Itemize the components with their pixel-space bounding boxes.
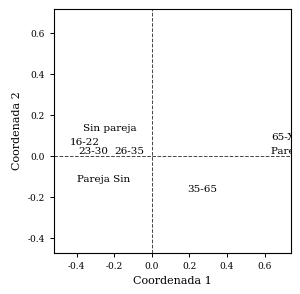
Text: 26-35: 26-35 <box>114 147 144 156</box>
Text: Sin pareja: Sin pareja <box>83 124 137 133</box>
Text: 35-65: 35-65 <box>188 186 218 194</box>
Y-axis label: Coordenada 2: Coordenada 2 <box>12 91 22 170</box>
Text: Pareja Con: Pareja Con <box>271 147 300 156</box>
Text: 23-30: 23-30 <box>79 147 109 156</box>
Text: Pareja Sin: Pareja Sin <box>76 175 130 184</box>
Text: 65-X: 65-X <box>271 133 295 142</box>
Text: 16-22: 16-22 <box>70 138 100 147</box>
X-axis label: Coordenada 1: Coordenada 1 <box>133 276 212 286</box>
